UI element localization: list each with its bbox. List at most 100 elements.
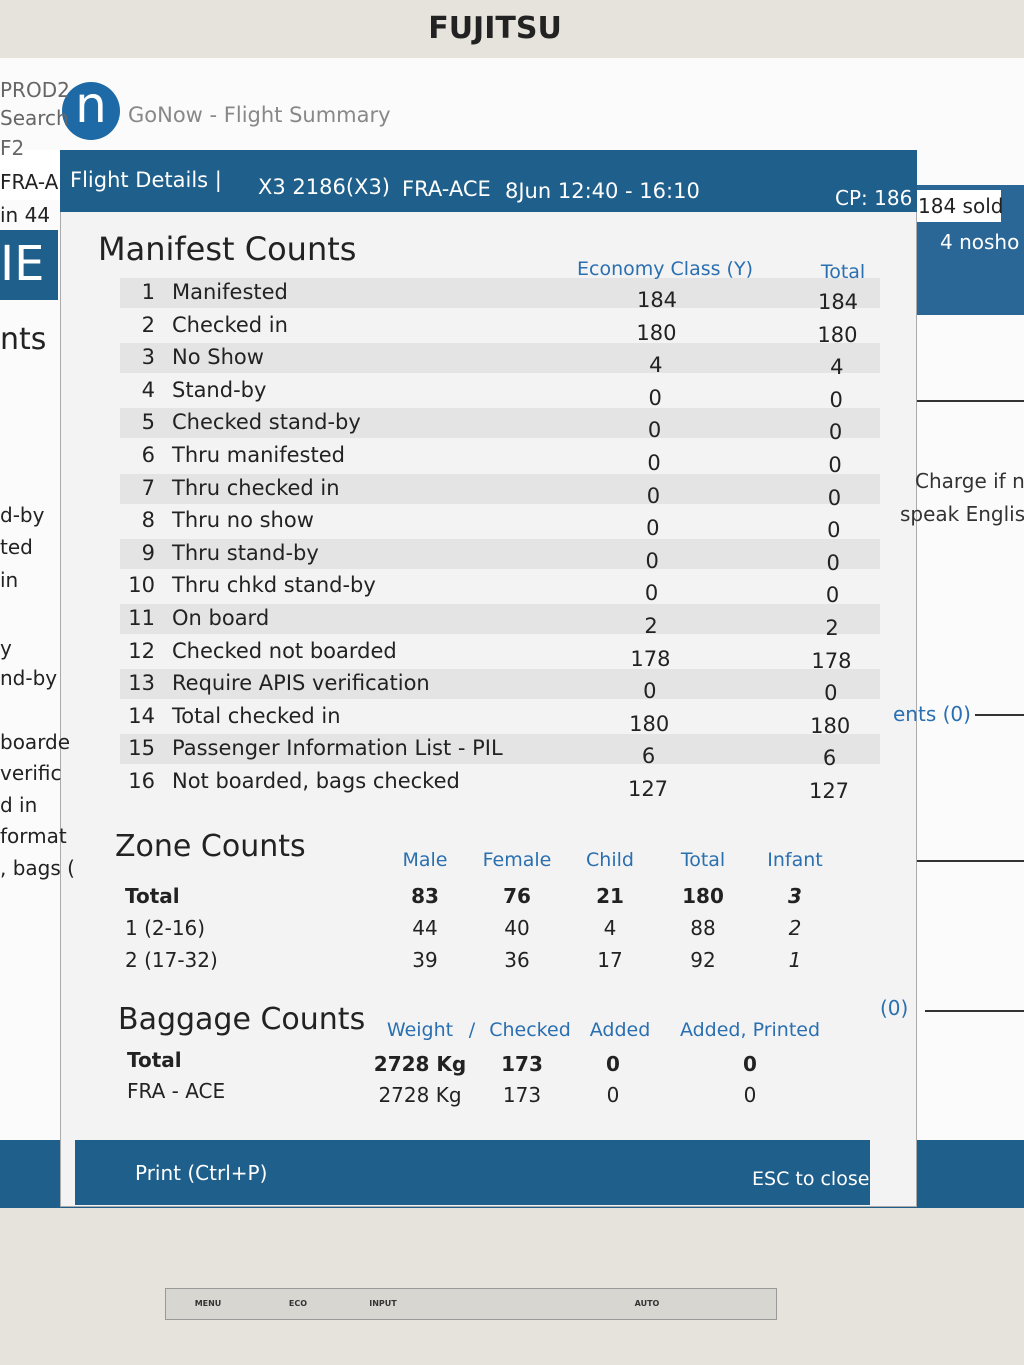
total-value: 0 — [826, 550, 840, 575]
bg-banner — [0, 230, 58, 300]
row-label: 1 (2-16) — [125, 916, 206, 940]
monitor-button: AUTO — [634, 1299, 660, 1308]
column-header: Infant — [767, 849, 823, 871]
total-value: 0 — [828, 420, 843, 445]
zone-value: 21 — [596, 884, 624, 908]
cp: CP: 186 — [835, 186, 913, 210]
brand: FUJITSU — [428, 11, 562, 46]
bg-text: y — [0, 636, 12, 660]
economy-value: 0 — [645, 548, 659, 573]
bg-text: in — [0, 568, 19, 592]
row-label: Thru no show — [172, 508, 314, 533]
button-strip — [165, 1288, 777, 1320]
row-label: Total — [125, 884, 180, 908]
zone-value: 17 — [597, 948, 623, 972]
row-label: Require APIS verification — [172, 671, 430, 696]
economy-value: 0 — [646, 516, 660, 541]
row-number: 8 — [141, 508, 155, 533]
bg-text: PROD2 — [0, 78, 70, 102]
zone-value: 39 — [412, 948, 438, 972]
economy-value: 180 — [629, 711, 670, 736]
column-header: Total — [820, 261, 866, 283]
baggage-value: 2728 Kg — [378, 1083, 462, 1107]
column-header: Weight — [386, 1019, 454, 1041]
monitor-button: INPUT — [369, 1299, 397, 1308]
baggage-value: 173 — [501, 1052, 543, 1076]
print-button[interactable]: Print (Ctrl+P) — [135, 1161, 268, 1185]
total-value: 180 — [817, 322, 858, 347]
bg-rule — [888, 860, 1024, 862]
row-stripe — [120, 538, 880, 569]
total-value: 0 — [829, 387, 843, 412]
row-number: 11 — [128, 606, 155, 630]
bg-text: F2 — [0, 136, 25, 160]
economy-value: 184 — [636, 288, 678, 312]
total-value: 0 — [824, 681, 838, 706]
economy-value: 0 — [648, 385, 662, 410]
monitor-button: ECO — [288, 1299, 308, 1308]
row-label: On board — [172, 606, 270, 630]
zone-value: 40 — [504, 916, 530, 940]
economy-value: 0 — [647, 451, 661, 475]
baggage-value: 0 — [606, 1052, 620, 1076]
bg-text: format — [0, 824, 67, 848]
bg-rule — [910, 400, 1024, 402]
bg-text: Search — [0, 106, 69, 130]
total-value: 0 — [825, 583, 840, 608]
zone-value: 1 — [788, 948, 802, 972]
baggage-value: 2728 Kg — [373, 1052, 467, 1076]
row-number: 13 — [128, 671, 155, 696]
total-value: 0 — [827, 518, 841, 543]
row-label: Total — [127, 1048, 182, 1072]
dialog-label: Flight Details | — [70, 168, 222, 192]
section-title: Zone Counts — [115, 829, 306, 864]
bg-text: 4 nosho — [940, 230, 1020, 254]
total-value: 180 — [810, 713, 851, 738]
column-header: Added — [589, 1019, 651, 1041]
economy-value: 0 — [643, 679, 657, 704]
app-logo — [62, 82, 120, 140]
economy-value: 0 — [644, 581, 659, 606]
bg-text: Charge if n — [915, 469, 1024, 493]
zone-value: 83 — [411, 884, 439, 908]
bg-text: speak Englis — [900, 502, 1024, 526]
economy-value: 0 — [647, 418, 662, 443]
row-label: Thru chkd stand-by — [172, 573, 376, 598]
total-value: 6 — [822, 746, 837, 771]
zone-value: 180 — [682, 884, 724, 908]
row-stripe — [120, 408, 880, 439]
row-label: Manifested — [172, 280, 288, 304]
column-header: Male — [402, 849, 448, 871]
dialog-header — [60, 150, 917, 212]
zone-value: 44 — [412, 916, 438, 940]
close-hint: ESC to close — [752, 1168, 870, 1190]
row-label: Passenger Information List - PIL — [172, 736, 503, 761]
economy-value: 2 — [644, 614, 658, 638]
bg-text: nts — [0, 322, 47, 357]
zone-value: 2 — [788, 916, 802, 940]
row-number: 7 — [141, 475, 155, 500]
row-label: Thru stand-by — [172, 540, 319, 565]
row-number: 3 — [141, 345, 155, 370]
zone-value: 36 — [504, 948, 530, 972]
row-number: 4 — [141, 377, 155, 402]
zone-value: 88 — [690, 916, 716, 940]
row-label: Not boarded, bags checked — [172, 769, 460, 793]
row-label: Thru checked in — [172, 475, 340, 500]
bg-text: ted — [0, 535, 33, 559]
bg-text: verific — [0, 761, 62, 785]
bg-sold-box — [916, 190, 1001, 222]
total-value: 4 — [830, 355, 844, 380]
total-value: 184 — [817, 290, 859, 314]
bg-text: IE — [0, 236, 45, 292]
bg-text: d in — [0, 793, 38, 817]
economy-value: 178 — [630, 646, 671, 671]
bg-text: nd-by — [0, 666, 58, 690]
column-header: Economy Class (Y) — [577, 258, 753, 280]
row-number: 10 — [128, 573, 155, 598]
bg-panel — [0, 150, 60, 200]
row-stripe — [120, 669, 880, 700]
monitor-button: MENU — [194, 1299, 222, 1308]
bg-text: , bags ( — [0, 856, 75, 880]
